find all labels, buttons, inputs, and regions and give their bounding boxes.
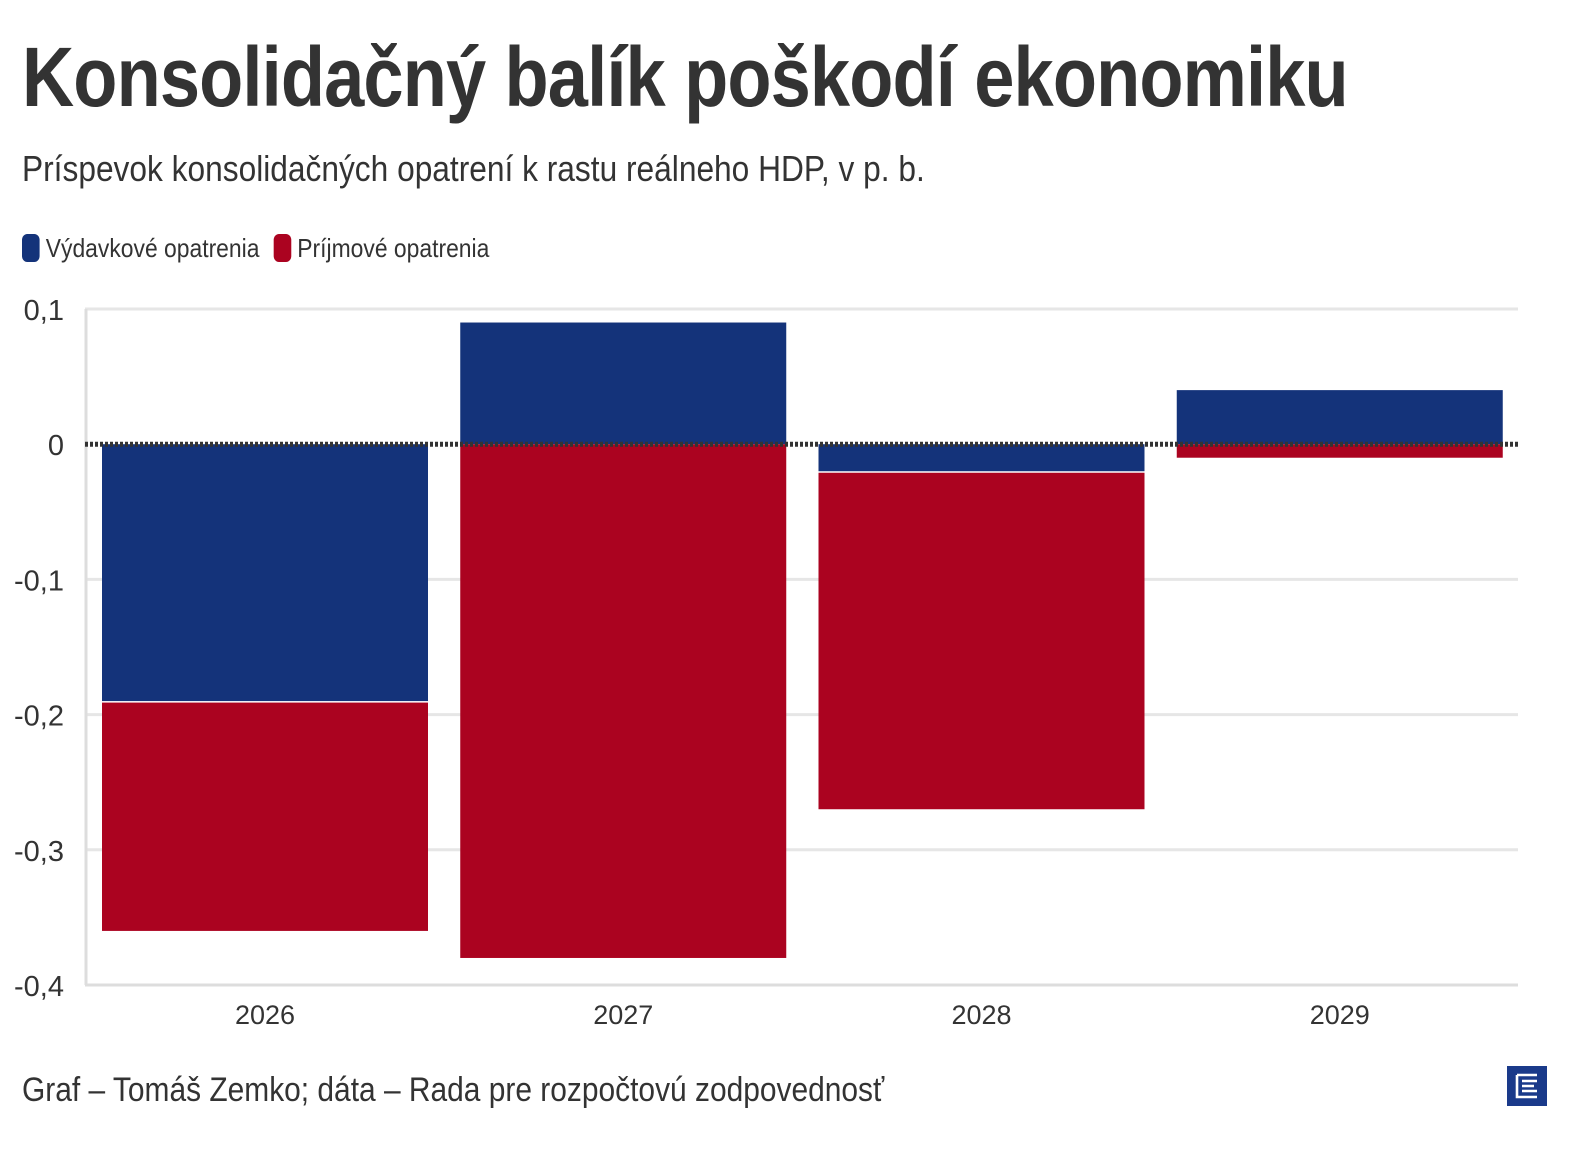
x-tick-label: 2028 xyxy=(951,1000,1011,1030)
legend-item-revenue[interactable]: Príjmové opatrenia xyxy=(273,233,490,263)
bar-expenditure xyxy=(818,444,1145,472)
y-tick-label: 0 xyxy=(48,430,64,462)
y-tick-label: -0,2 xyxy=(14,701,64,733)
legend-swatch-revenue xyxy=(273,234,292,262)
bar-revenue xyxy=(102,702,428,931)
source-credit: Graf – Tomáš Zemko; dáta – Rada pre rozp… xyxy=(22,1071,885,1109)
bar-expenditure xyxy=(1176,390,1503,445)
chart-legend: Výdavkové opatrenia Príjmové opatrenia xyxy=(22,230,503,266)
chart-subtitle: Príspevok konsolidačných opatrení k rast… xyxy=(22,148,925,189)
x-tick-label: 2029 xyxy=(1310,1000,1370,1030)
bar-revenue xyxy=(1176,444,1503,458)
bar-revenue xyxy=(460,444,787,958)
legend-label-revenue: Príjmové opatrenia xyxy=(297,233,490,263)
bar-revenue xyxy=(818,472,1145,810)
y-tick-label: 0,1 xyxy=(24,295,64,327)
y-tick-label: -0,1 xyxy=(14,565,64,597)
legend-label-expenditure: Výdavkové opatrenia xyxy=(45,233,260,263)
x-tick-label: 2026 xyxy=(235,1000,295,1030)
y-tick-label: -0,4 xyxy=(14,971,64,1003)
bar-expenditure xyxy=(460,322,787,445)
stacked-bar-chart: 0,1 0 -0,1 -0,2 -0,3 -0,4 2026 2027 2028 2029 xyxy=(14,295,1518,1030)
y-tick-label: -0,3 xyxy=(14,836,64,868)
bar-expenditure xyxy=(102,444,428,702)
x-tick-label: 2027 xyxy=(593,1000,653,1030)
legend-item-expenditure[interactable]: Výdavkové opatrenia xyxy=(22,233,259,263)
legend-swatch-expenditure xyxy=(22,234,40,262)
publisher-logo-icon[interactable] xyxy=(1507,1066,1547,1106)
chart-title: Konsolidačný balík poškodí ekonomiku xyxy=(22,30,1349,124)
